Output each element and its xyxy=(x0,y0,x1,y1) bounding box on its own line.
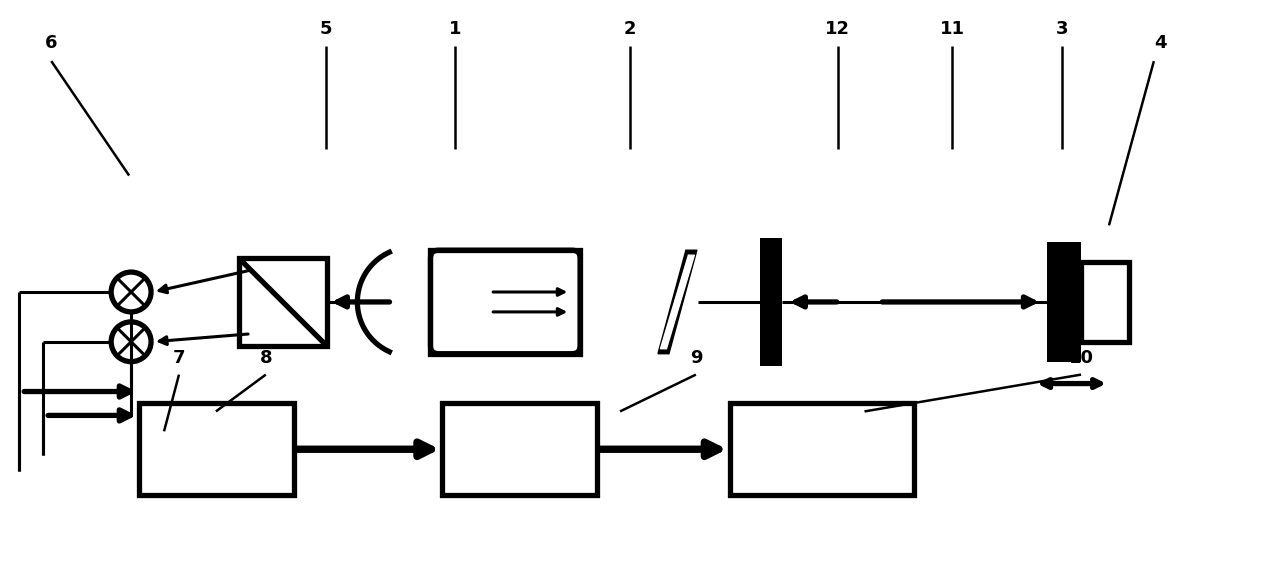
Bar xyxy=(442,404,597,495)
Bar xyxy=(1081,262,1129,342)
Text: 3: 3 xyxy=(1056,20,1068,39)
Text: 8: 8 xyxy=(260,349,272,367)
Bar xyxy=(760,238,781,366)
Text: 10: 10 xyxy=(1068,349,1094,367)
Circle shape xyxy=(111,322,151,361)
FancyBboxPatch shape xyxy=(430,250,580,354)
Text: 6: 6 xyxy=(45,34,58,52)
Text: 12: 12 xyxy=(825,20,851,39)
Text: 7: 7 xyxy=(173,349,186,367)
Bar xyxy=(238,258,327,346)
Text: 2: 2 xyxy=(624,20,637,39)
Bar xyxy=(1047,242,1081,361)
Text: 5: 5 xyxy=(319,20,332,39)
Text: 11: 11 xyxy=(940,20,965,39)
Polygon shape xyxy=(658,250,697,354)
Circle shape xyxy=(111,272,151,312)
Bar xyxy=(430,250,580,354)
Text: 4: 4 xyxy=(1154,34,1167,52)
Text: 9: 9 xyxy=(689,349,702,367)
Bar xyxy=(730,404,915,495)
Bar xyxy=(140,404,293,495)
Polygon shape xyxy=(661,255,694,349)
Text: 1: 1 xyxy=(450,20,461,39)
